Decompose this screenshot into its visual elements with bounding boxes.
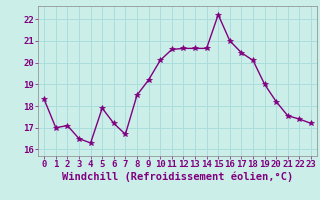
X-axis label: Windchill (Refroidissement éolien,°C): Windchill (Refroidissement éolien,°C) xyxy=(62,172,293,182)
